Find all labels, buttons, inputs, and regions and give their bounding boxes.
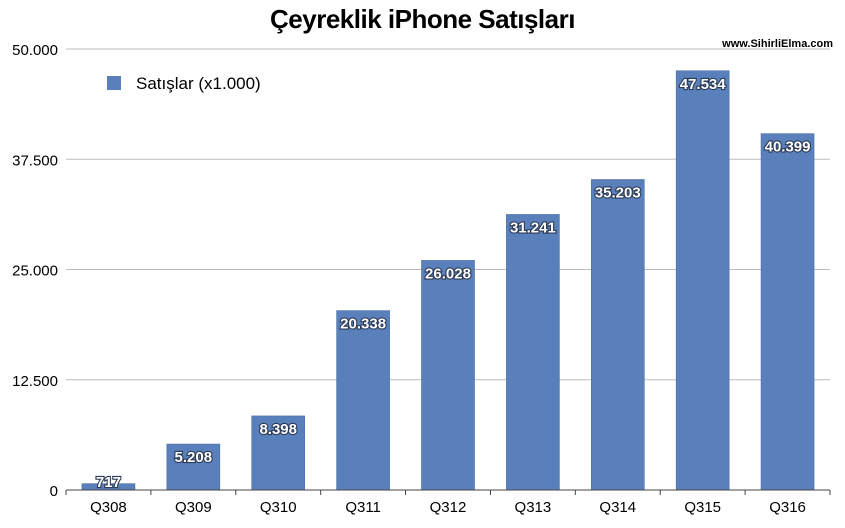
legend-label: Satışlar (x1.000) [136,74,261,93]
data-label: 717 [96,474,121,491]
x-tick-label: Q308 [90,499,127,516]
x-tick-label: Q312 [430,499,467,516]
bar-q315 [675,70,730,491]
data-label: 5.208 [175,449,213,466]
y-tick-label: 25.000 [12,263,58,280]
data-label: 8.398 [259,421,297,438]
data-label: 35.203 [595,185,641,202]
data-label: 40.399 [765,139,811,156]
x-tick-label: Q311 [345,499,381,516]
x-tick-label: Q313 [515,499,552,516]
y-tick-label: 37.500 [12,152,58,169]
watermark-text: www.SihirliElma.com [722,38,833,50]
y-tick-label: 50.000 [12,42,58,59]
y-tick-label: 0 [50,483,58,500]
legend-swatch [107,76,121,90]
bar-q316 [760,133,815,491]
chart-title: Çeyreklik iPhone Satışları [270,4,575,34]
bar-q314 [590,179,645,491]
data-label: 20.338 [340,316,386,333]
bar-q311 [336,310,390,491]
legend: Satışlar (x1.000) [107,74,261,93]
bar-q313 [506,214,560,491]
x-tick-label: Q310 [260,499,297,516]
x-tick-label: Q316 [769,499,806,516]
bars [81,70,815,491]
bar-q310 [251,415,306,491]
x-tick-label: Q315 [684,499,721,516]
data-label: 31.241 [510,219,556,236]
data-labels: 717 5.208 8.398 20.338 26.028 31.241 35.203 47.… [95,75,812,492]
data-label: 26.028 [425,265,471,282]
y-tick-label: 12.500 [12,373,58,390]
bar-q309 [166,443,221,491]
x-tick-label: Q309 [175,499,212,516]
data-label: 47.534 [680,76,727,93]
axes: 0 12.500 25.000 37.500 50.000 Q308 Q309 Q310 Q31… [12,42,831,516]
bar-q312 [421,260,475,491]
x-tick-label: Q314 [599,499,636,516]
